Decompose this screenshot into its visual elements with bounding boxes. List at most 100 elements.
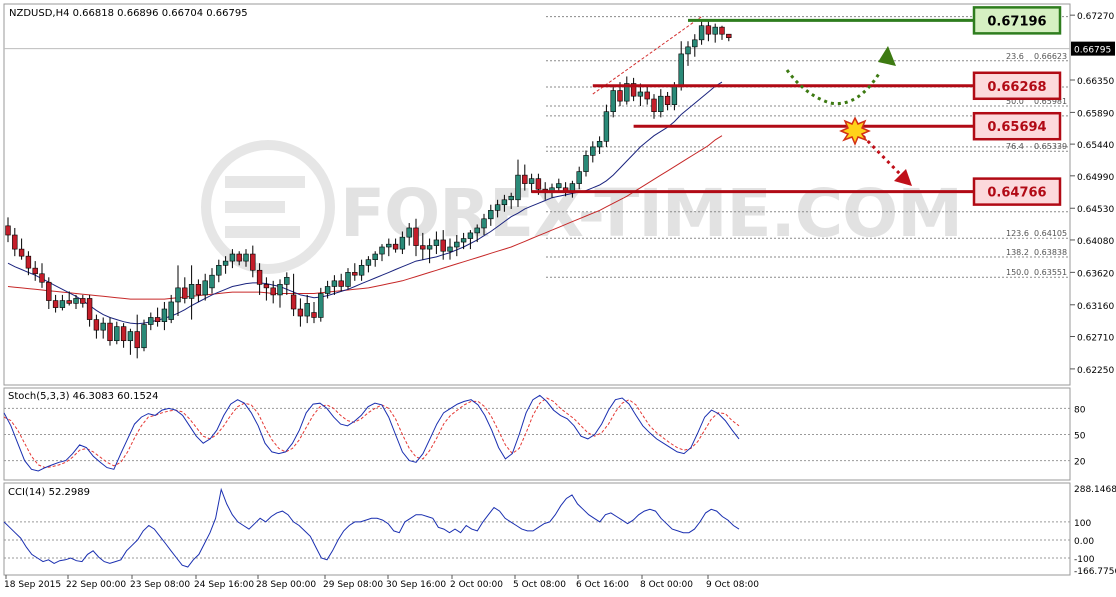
bullish-candle bbox=[365, 259, 372, 266]
stoch-tick-label: 20 bbox=[1074, 458, 1086, 468]
bullish-candle bbox=[528, 178, 535, 184]
bullish-candle bbox=[685, 46, 691, 55]
time-tick-label: 30 Sep 16:00 bbox=[386, 580, 446, 590]
fibo-ratio-label: 76.4 bbox=[1006, 142, 1024, 151]
cci-panel-frame bbox=[3, 482, 1071, 576]
main-panel-frame bbox=[3, 3, 1071, 386]
bullish-candle bbox=[331, 280, 338, 287]
bearish-candle bbox=[39, 273, 45, 283]
bullish-candle bbox=[433, 239, 440, 246]
stoch-tick-label: 50 bbox=[1074, 432, 1086, 442]
bullish-candle bbox=[73, 298, 79, 304]
bullish-candle bbox=[175, 287, 181, 303]
bullish-candle bbox=[590, 146, 596, 156]
bullish-candle bbox=[603, 111, 610, 142]
bearish-candle bbox=[338, 280, 344, 287]
bullish-candle bbox=[372, 253, 378, 260]
time-tick-label: 23 Sep 08:00 bbox=[130, 580, 190, 590]
bearish-candle bbox=[420, 245, 426, 250]
stoch-tick-label: 80 bbox=[1074, 405, 1086, 415]
bearish-candle bbox=[522, 174, 528, 184]
fibo-price-label: 0.66623 bbox=[1034, 52, 1067, 61]
bullish-candle bbox=[515, 174, 521, 201]
cci-tick-label: 0.00 bbox=[1074, 537, 1094, 547]
bullish-candle bbox=[188, 284, 195, 299]
bullish-candle bbox=[127, 331, 134, 342]
bearish-candle bbox=[535, 178, 542, 190]
fibo-price-label: 0.64105 bbox=[1034, 229, 1067, 238]
bullish-candle bbox=[637, 91, 644, 97]
fibo-ratio-label: 123.6 bbox=[1006, 229, 1029, 238]
bullish-candle bbox=[386, 243, 392, 248]
bullish-candle bbox=[243, 253, 249, 262]
time-tick-label: 5 Oct 08:00 bbox=[513, 580, 566, 590]
bullish-candle bbox=[324, 286, 331, 294]
time-tick-label: 29 Sep 08:00 bbox=[323, 580, 383, 590]
support-level-box bbox=[972, 111, 1062, 141]
support-level-label: 0.64766 bbox=[987, 186, 1046, 201]
bearish-candle bbox=[32, 267, 38, 275]
price-tick-label: 0.65440 bbox=[1077, 141, 1114, 151]
bullish-candle bbox=[712, 26, 718, 35]
bullish-candle bbox=[474, 227, 480, 234]
bearish-candle bbox=[311, 312, 317, 318]
watermark-text: FOREX-TIME.COM bbox=[340, 175, 962, 252]
bullish-candle bbox=[358, 265, 365, 276]
bullish-candle bbox=[671, 84, 678, 105]
bullish-candle bbox=[168, 301, 174, 320]
bearish-candle bbox=[413, 227, 419, 246]
support-level-label: 0.66268 bbox=[987, 80, 1046, 95]
price-tick-label: 0.66350 bbox=[1077, 77, 1114, 87]
axes: 0.67270 0.66350 0.65890 0.65440 0.64990 0.645… bbox=[4, 12, 1116, 590]
bearish-candle bbox=[630, 83, 637, 97]
bullish-candle bbox=[304, 303, 310, 317]
time-tick-label: 28 Sep 00:00 bbox=[256, 580, 316, 590]
price-tick-label: 0.64080 bbox=[1077, 237, 1114, 247]
bearish-candle bbox=[644, 91, 650, 100]
bullish-candle bbox=[698, 25, 705, 41]
bullish-candle bbox=[59, 300, 66, 308]
bullish-candle bbox=[345, 272, 351, 287]
bearish-candle bbox=[719, 26, 725, 35]
bearish-candle bbox=[120, 326, 127, 342]
price-tick-label: 0.62250 bbox=[1077, 366, 1114, 376]
bearish-candle bbox=[66, 300, 72, 304]
fibo-trend-line bbox=[592, 16, 702, 95]
stoch-signal-line bbox=[3, 397, 740, 469]
slow-moving-average-line bbox=[7, 135, 723, 300]
bullish-candle bbox=[406, 227, 412, 238]
bearish-candle bbox=[297, 308, 304, 317]
bullish-candle bbox=[209, 274, 215, 289]
watermark-logo-icon bbox=[201, 140, 335, 274]
fibo-ratio-label: 138.2 bbox=[1006, 248, 1029, 257]
price-tick-label: 0.67270 bbox=[1077, 12, 1114, 22]
fibo-ratio-label: 150.0 bbox=[1006, 268, 1029, 277]
bearish-candle bbox=[352, 272, 358, 276]
cci-tick-label: -100 bbox=[1074, 555, 1095, 565]
watermark: FOREX-TIME.COM bbox=[201, 140, 963, 274]
fibo-ratio-label: 23.6 bbox=[1006, 52, 1024, 61]
time-tick-label: 9 Oct 08:00 bbox=[706, 580, 759, 590]
price-tick-label: 0.63160 bbox=[1077, 302, 1114, 312]
bullish-candle bbox=[556, 183, 562, 189]
cci-line bbox=[3, 487, 740, 568]
bearish-candle bbox=[726, 33, 732, 39]
bullish-candle bbox=[624, 83, 630, 102]
bearish-candle bbox=[236, 253, 242, 262]
time-tick-label: 22 Sep 00:00 bbox=[66, 580, 126, 590]
bearish-candle bbox=[705, 25, 712, 35]
oscillators bbox=[3, 394, 1070, 568]
bearish-candle bbox=[12, 234, 18, 250]
bullish-candle bbox=[399, 236, 406, 250]
bearish-candle bbox=[290, 294, 297, 310]
bearish-candle bbox=[52, 300, 59, 308]
support-level-label: 0.65694 bbox=[987, 120, 1046, 135]
bullish-candle bbox=[576, 171, 582, 184]
bullish-candle bbox=[216, 265, 222, 276]
time-tick-label: 8 Oct 00:00 bbox=[640, 580, 693, 590]
bearish-candle bbox=[25, 255, 32, 269]
bearish-candle bbox=[617, 90, 623, 102]
bearish-candle bbox=[270, 287, 276, 296]
watermark-logo-stroke bbox=[225, 176, 305, 238]
